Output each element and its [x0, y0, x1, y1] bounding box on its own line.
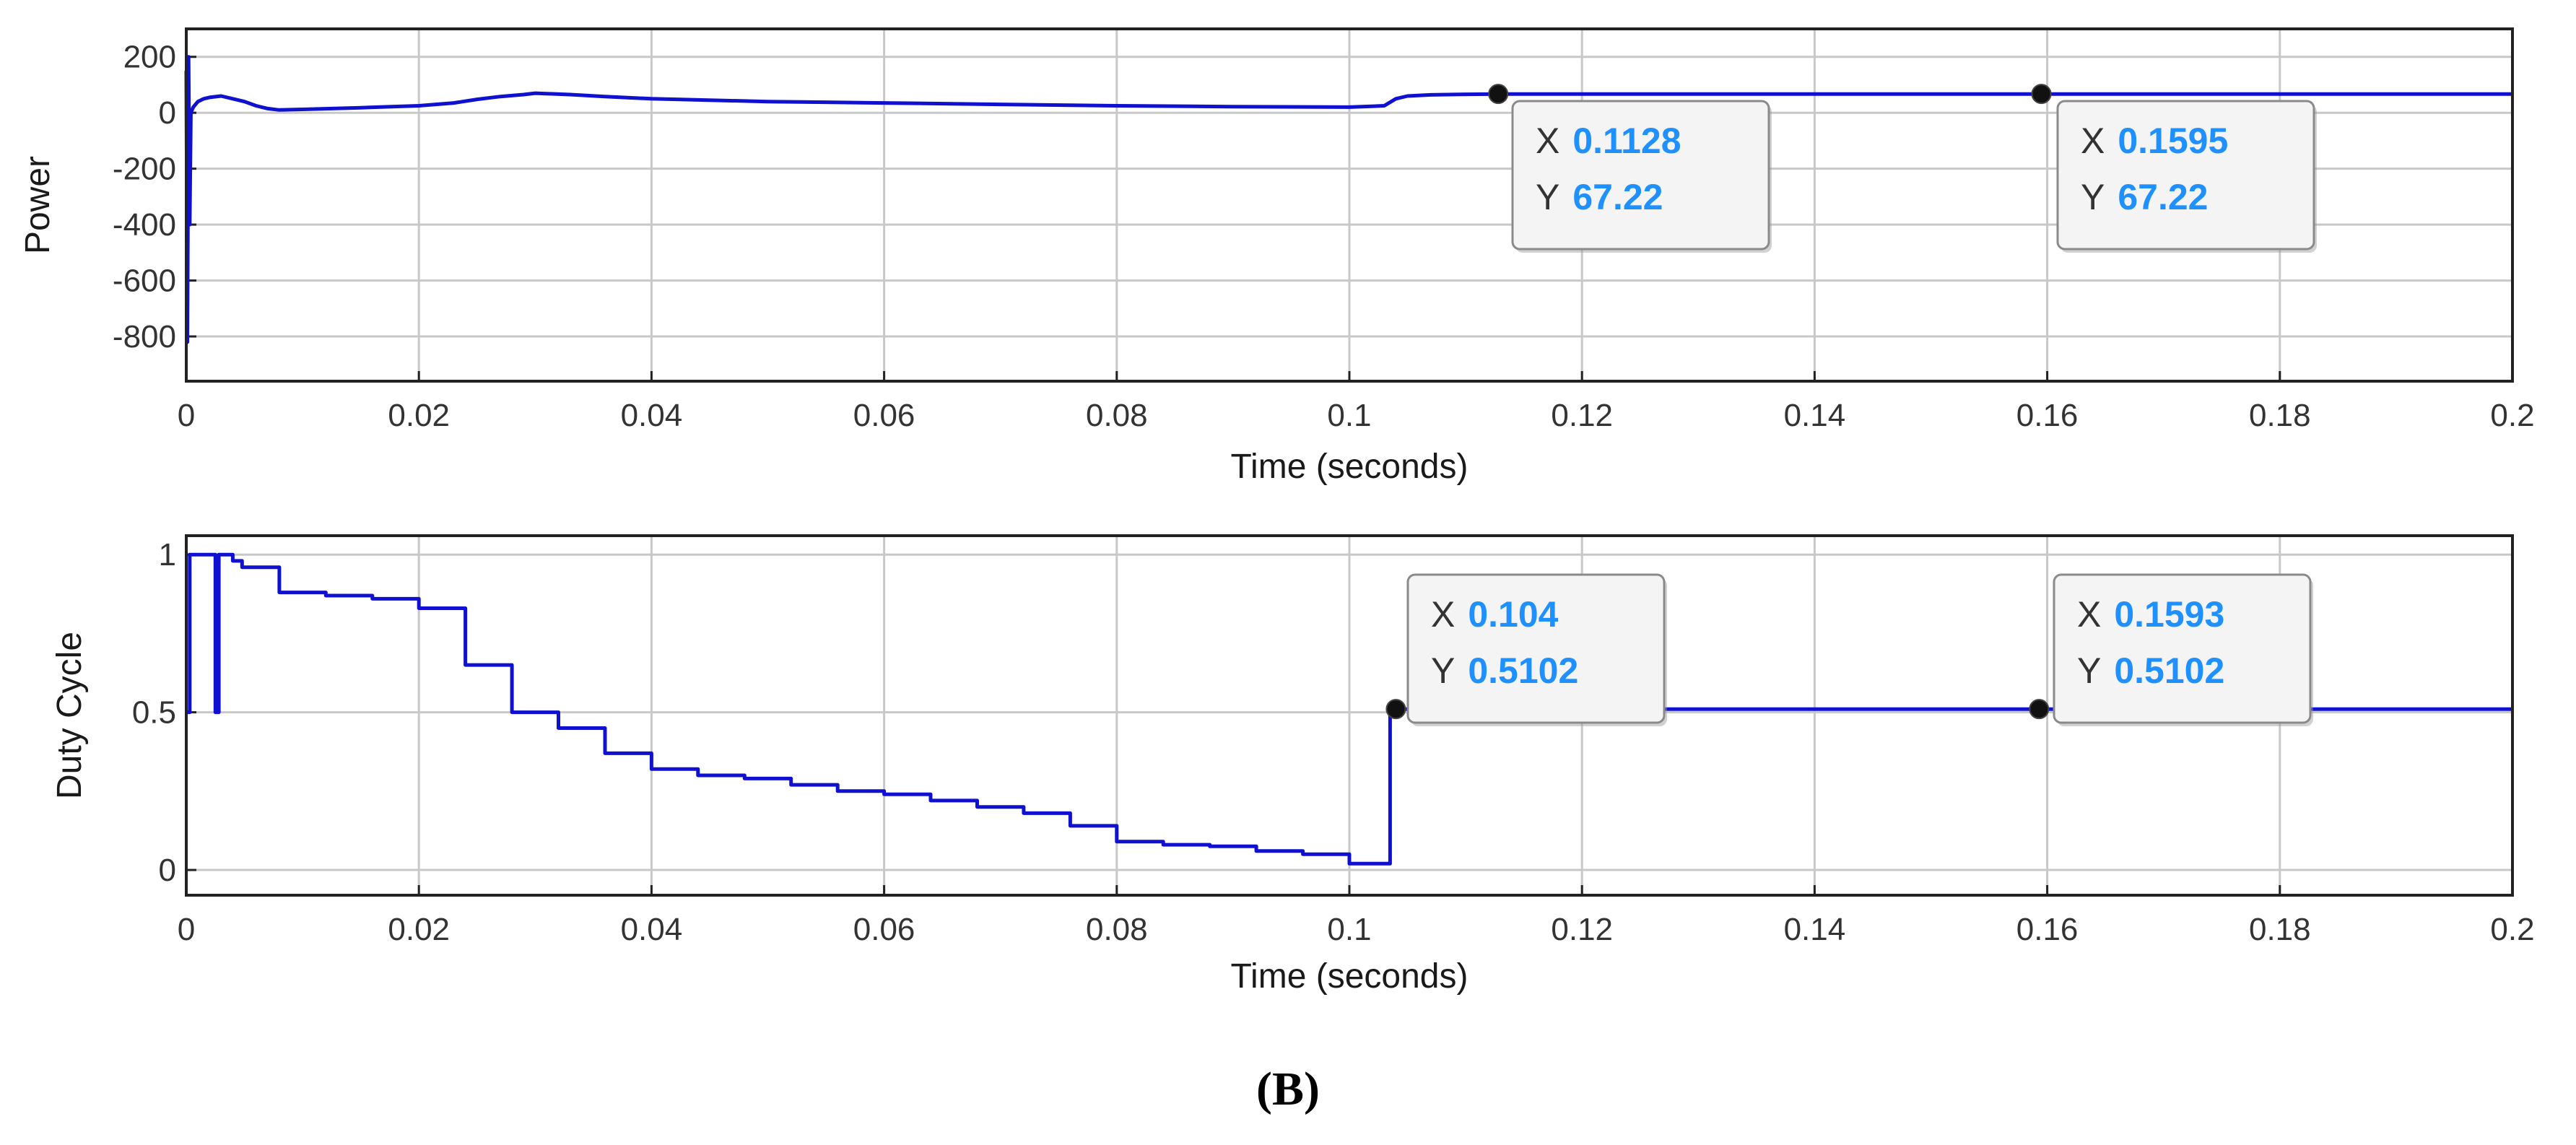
y-axis-label: Duty Cycle — [51, 632, 89, 799]
x-tick-label: 0.18 — [2249, 912, 2311, 947]
data-tip-line: Y 67.22 — [1536, 177, 1663, 217]
y-tick-label: -200 — [113, 152, 176, 187]
data-tip-marker[interactable] — [1385, 699, 1406, 720]
data-tip-line: X 0.1595 — [2081, 121, 2228, 161]
y-tick-label: -400 — [113, 207, 176, 243]
caption-letter: B — [1272, 1063, 1304, 1115]
x-tick-label: 0 — [178, 912, 195, 947]
data-tip-value: 0.104 — [1468, 594, 1558, 635]
data-tip[interactable]: X 0.1593 Y 0.5102 — [2053, 573, 2313, 726]
series-line-0 — [186, 552, 2512, 866]
data-tip-key: X — [1431, 594, 1455, 635]
y-axis-label: Power — [19, 156, 57, 254]
data-tip-key: X — [1536, 121, 1559, 161]
caption-open: ( — [1256, 1063, 1272, 1115]
data-tip-line: Y 0.5102 — [2077, 650, 2224, 691]
x-tick-label: 0.08 — [1086, 912, 1148, 947]
data-tip-key: Y — [2077, 650, 2101, 691]
data-tip[interactable]: X 0.1128 Y 67.22 — [1511, 100, 1772, 253]
data-tip-marker[interactable] — [2029, 699, 2050, 720]
figure-caption: (B) — [1256, 1063, 1320, 1115]
x-tick-label: 0.02 — [388, 912, 450, 947]
data-tip[interactable]: X 0.104 Y 0.5102 — [1406, 573, 1667, 726]
x-tick-label: 0.08 — [1086, 398, 1148, 433]
series-line-0 — [184, 55, 2512, 344]
y-tick-label: -800 — [113, 319, 176, 354]
data-tip-value: 0.5102 — [2114, 650, 2224, 691]
data-tip-box — [1511, 100, 1770, 251]
data-tip-key: Y — [1431, 650, 1455, 691]
x-tick-label: 0.1 — [1327, 398, 1371, 433]
data-tip-line: X 0.104 — [1431, 594, 1559, 635]
x-tick-label: 0.18 — [2249, 398, 2311, 433]
x-tick-label: 0.04 — [621, 398, 683, 433]
data-tip[interactable]: X 0.1595 Y 67.22 — [2056, 100, 2317, 253]
y-tick-label: 1 — [159, 537, 176, 572]
y-tick-label: 0 — [159, 95, 176, 131]
x-tick-label: 0.04 — [621, 912, 683, 947]
data-tip-line: X 0.1128 — [1536, 121, 1681, 161]
data-tip-value: 0.1593 — [2114, 594, 2224, 635]
duty-cycle-chart: 0 0.02 0.04 0.06 0.08 0.1 0.12 0.14 0.16 0.18 0.2 1… — [51, 534, 2535, 996]
x-tick-label: 0.14 — [1784, 398, 1846, 433]
data-tip-key: X — [2081, 121, 2105, 161]
data-tip-key: Y — [2081, 177, 2105, 217]
data-tip-line: Y 0.5102 — [1431, 650, 1578, 691]
axes-frame — [185, 27, 2514, 383]
power-chart: 0 0.02 0.04 0.06 0.08 0.1 0.12 0.14 0.16 0.18 0.2 2… — [19, 27, 2535, 486]
data-tip-box — [1406, 573, 1666, 724]
data-tip-value: 67.22 — [2118, 177, 2208, 217]
data-tip-line: X 0.1593 — [2077, 594, 2224, 635]
data-tip-key: Y — [1536, 177, 1559, 217]
data-tip-value: 0.1128 — [1572, 121, 1681, 161]
y-tick-label: 0.5 — [132, 695, 176, 731]
x-tick-label: 0.2 — [2490, 912, 2534, 947]
data-tip-marker[interactable] — [1488, 84, 1509, 105]
data-tip-key: X — [2077, 594, 2101, 635]
x-tick-label: 0.16 — [2016, 398, 2079, 433]
x-tick-label: 0.1 — [1327, 912, 1371, 947]
x-tick-label: 0.14 — [1784, 912, 1846, 947]
data-tip-line: Y 67.22 — [2081, 177, 2208, 217]
x-tick-label: 0.12 — [1551, 398, 1613, 433]
data-tip-box — [2053, 573, 2312, 724]
x-tick-label: 0.02 — [388, 398, 450, 433]
data-tip-box — [2056, 100, 2315, 251]
data-tip-value: 0.1595 — [2118, 121, 2228, 161]
y-tick-label: -600 — [113, 264, 176, 299]
x-tick-label: 0.2 — [2490, 398, 2534, 433]
y-tick-label: 0 — [159, 853, 176, 888]
data-tip-marker[interactable] — [2031, 84, 2052, 105]
x-tick-label: 0.12 — [1551, 912, 1613, 947]
data-tip-value: 0.5102 — [1468, 650, 1578, 691]
x-axis-label: Time (seconds) — [1231, 957, 1468, 996]
data-tip-value: 67.22 — [1572, 177, 1663, 217]
x-tick-label: 0.06 — [853, 912, 915, 947]
x-axis-label: Time (seconds) — [1231, 448, 1468, 486]
x-tick-label: 0.16 — [2016, 912, 2079, 947]
x-tick-label: 0 — [178, 398, 195, 433]
y-tick-label: 200 — [123, 40, 176, 75]
x-tick-label: 0.06 — [853, 398, 915, 433]
axes-frame — [185, 534, 2514, 897]
caption-close: ) — [1304, 1063, 1320, 1115]
